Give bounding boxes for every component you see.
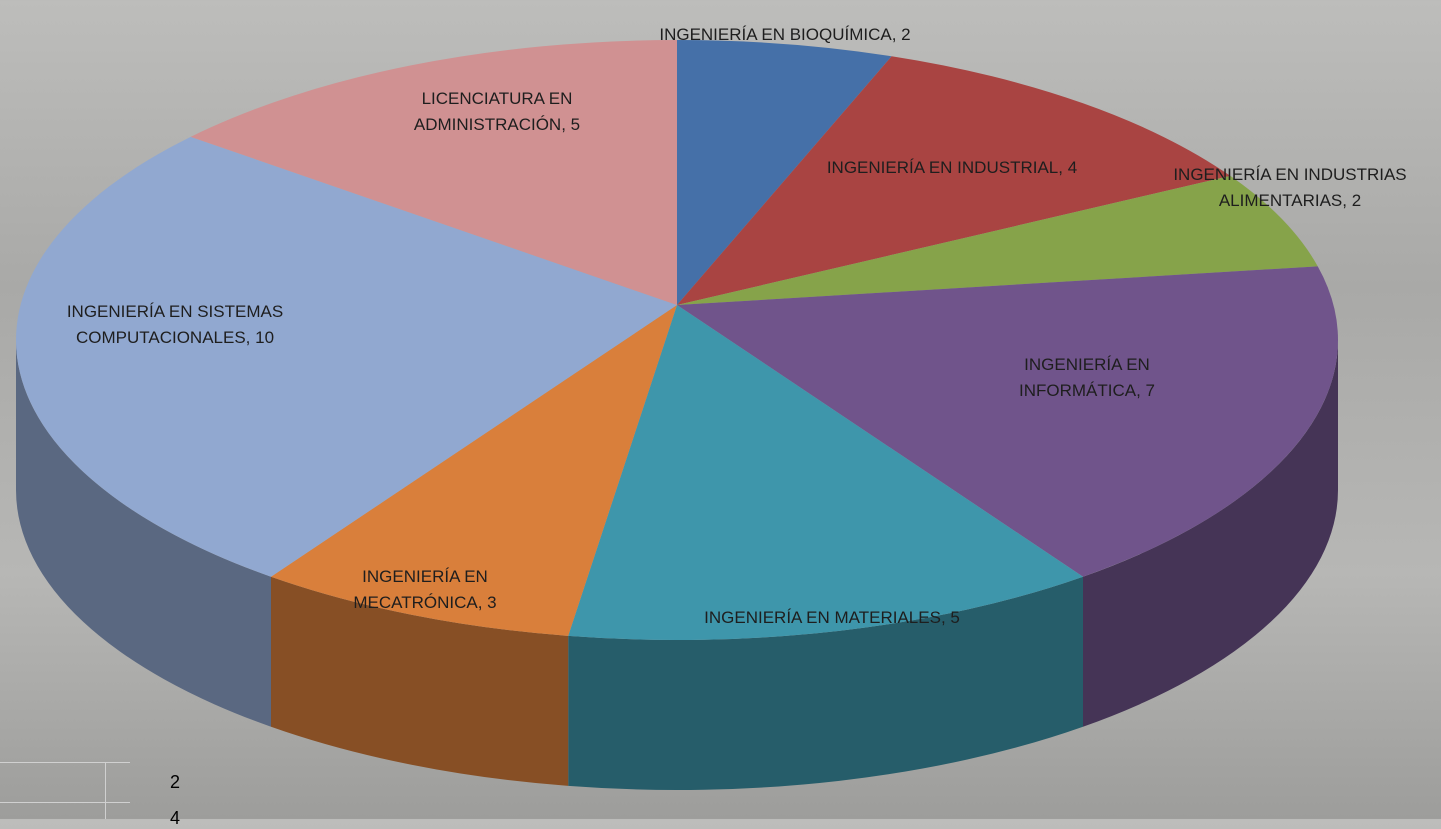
- label-value: 4: [1068, 158, 1077, 177]
- label-category: INGENIERÍA EN INFORMÁTICA: [1019, 355, 1150, 400]
- data-label: INGENIERÍA EN INFORMÁTICA, 7: [987, 352, 1187, 404]
- sheet-line: [105, 762, 106, 819]
- data-label: INGENIERÍA EN MECATRÓNICA, 3: [325, 564, 525, 616]
- label-separator: ,: [1136, 381, 1145, 400]
- label-value: 3: [487, 593, 496, 612]
- label-value: 7: [1146, 381, 1155, 400]
- label-value: 10: [255, 328, 274, 347]
- label-category: INGENIERÍA EN INDUSTRIAS ALIMENTARIAS: [1173, 165, 1406, 210]
- data-label: LICENCIATURA EN ADMINISTRACIÓN, 5: [387, 86, 607, 138]
- label-separator: ,: [1058, 158, 1067, 177]
- page: 2 4 (() => { const data = JSON.parse(doc…: [0, 0, 1441, 819]
- label-value: 2: [901, 25, 910, 44]
- label-category: INGENIERÍA EN MECATRÓNICA: [353, 567, 487, 612]
- sheet-line: [0, 762, 130, 763]
- data-label: INGENIERÍA EN INDUSTRIAL, 4: [802, 155, 1102, 181]
- data-label: INGENIERÍA EN INDUSTRIAS ALIMENTARIAS, 2: [1140, 162, 1440, 214]
- data-label: INGENIERÍA EN MATERIALES, 5: [672, 605, 992, 631]
- sheet-cell: 2: [170, 772, 180, 793]
- label-separator: ,: [941, 608, 950, 627]
- label-category: LICENCIATURA EN ADMINISTRACIÓN: [414, 89, 573, 134]
- label-separator: ,: [1342, 191, 1351, 210]
- chart: [0, 0, 1441, 819]
- data-label: INGENIERÍA EN BIOQUÍMICA, 2: [620, 22, 950, 48]
- label-separator: ,: [478, 593, 487, 612]
- sheet-line: [0, 802, 130, 803]
- label-value: 2: [1352, 191, 1361, 210]
- label-separator: ,: [892, 25, 901, 44]
- label-separator: ,: [561, 115, 570, 134]
- label-separator: ,: [246, 328, 255, 347]
- label-category: INGENIERÍA EN INDUSTRIAL: [827, 158, 1058, 177]
- label-category: INGENIERÍA EN MATERIALES: [704, 608, 941, 627]
- data-label: INGENIERÍA EN SISTEMAS COMPUTACIONALES, …: [30, 299, 320, 351]
- label-value: 5: [950, 608, 959, 627]
- label-value: 5: [571, 115, 580, 134]
- label-category: INGENIERÍA EN BIOQUÍMICA: [659, 25, 891, 44]
